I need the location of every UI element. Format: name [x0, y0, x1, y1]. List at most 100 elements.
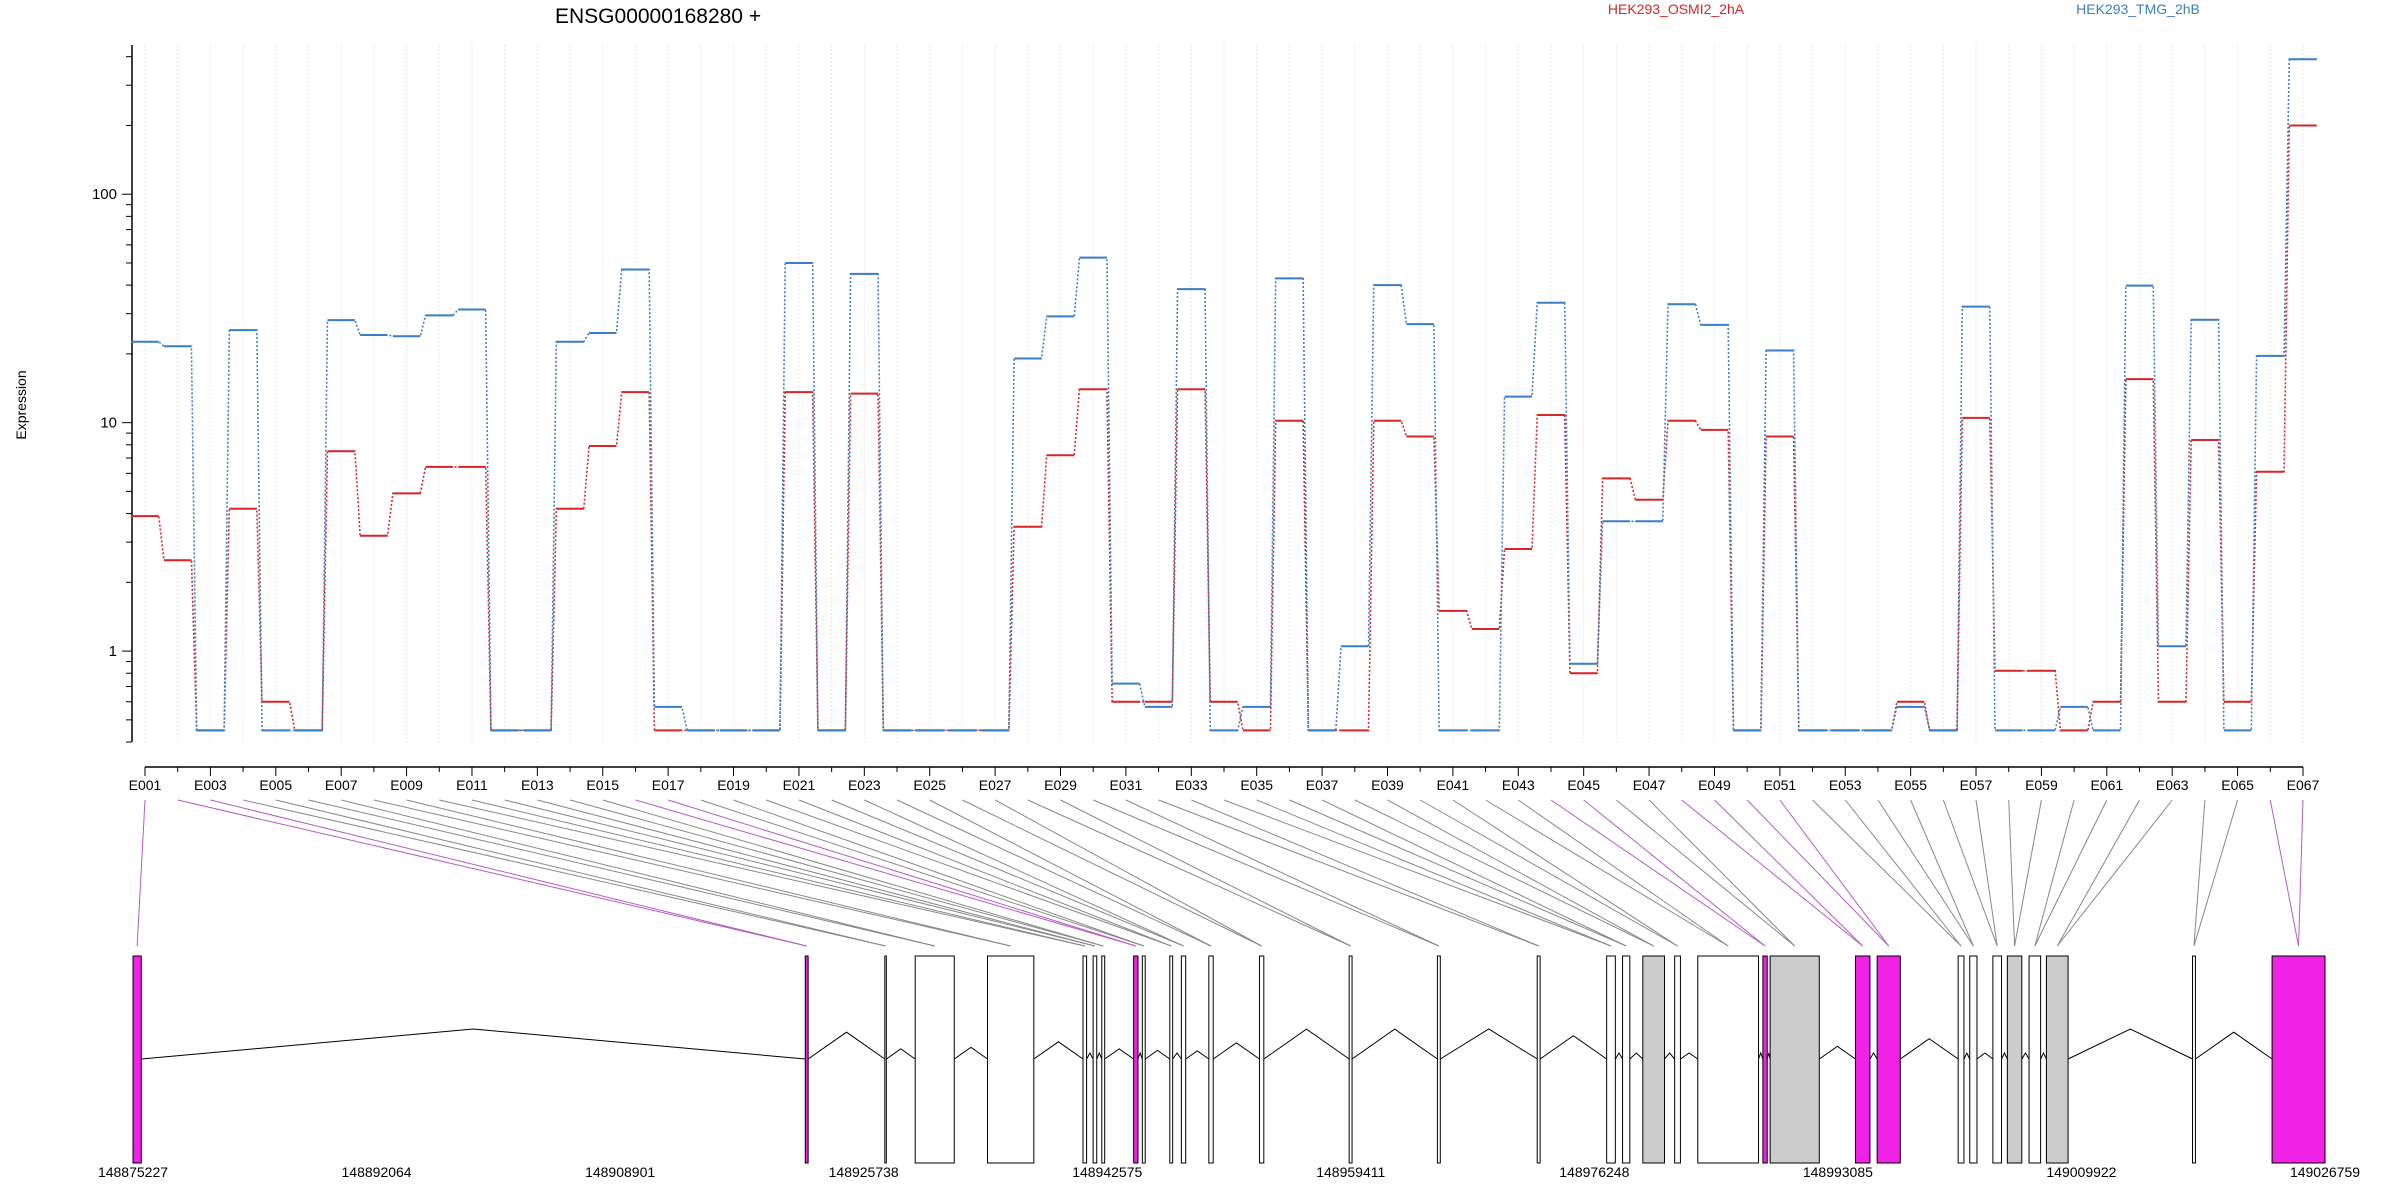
genomic-coordinate-label: 148875227 — [98, 1164, 168, 1180]
exon-connector — [136, 799, 146, 947]
y-tick-label: 10 — [100, 415, 117, 432]
x-tick-label: E049 — [1698, 777, 1731, 793]
exon-box — [2192, 955, 2196, 1164]
exon-connector — [1191, 799, 1539, 947]
axis-layer: 1 10 100 E001 E003 E005 E007 E009 E011 E013 E015 E0… — [92, 45, 2320, 793]
exon-box — [1141, 955, 1146, 1164]
exon-connector — [2298, 799, 2304, 947]
exon-connector — [537, 799, 1096, 947]
exon-connector — [2014, 799, 2042, 947]
intron — [2021, 1052, 2030, 1060]
exon-connector — [504, 799, 1096, 947]
y-axis-label: Expression — [13, 370, 29, 439]
intron — [1144, 1049, 1171, 1060]
legend-series-b: HEK293_TMG_2hB — [2076, 1, 2200, 17]
x-tick-label: E061 — [2090, 777, 2123, 793]
x-tick-label: E047 — [1633, 777, 1666, 793]
x-tick-label: E067 — [2287, 777, 2320, 793]
x-tick-label: E021 — [783, 777, 816, 793]
x-tick-label: E011 — [456, 777, 488, 793]
exon-box — [1082, 955, 1088, 1164]
exon-connector — [1942, 799, 1998, 947]
exon-connector — [2008, 799, 2016, 947]
exon-connector — [2269, 799, 2300, 947]
genomic-coordinate-label: 149009922 — [2046, 1164, 2116, 1180]
x-tick-label: E029 — [1044, 777, 1077, 793]
exon-box — [2006, 955, 2023, 1164]
exon-connector — [1419, 799, 1678, 947]
exon-connector — [210, 799, 807, 947]
exon-box — [1169, 955, 1174, 1164]
intron — [1819, 1045, 1856, 1060]
x-tick-label: E009 — [390, 777, 423, 793]
exon-connector — [1289, 799, 1627, 947]
x-tick-label: E051 — [1763, 777, 1796, 793]
exon-connector — [471, 799, 1085, 947]
series-b — [131, 58, 2317, 732]
intron — [1900, 1038, 1959, 1060]
x-tick-label: E015 — [586, 777, 619, 793]
x-tick-label: E007 — [325, 777, 358, 793]
exon-connector — [962, 799, 1262, 947]
exon-connector — [1485, 799, 1729, 947]
intron — [953, 1046, 988, 1060]
intron — [1440, 1028, 1538, 1060]
intron — [141, 1028, 806, 1060]
intron — [2067, 1028, 2193, 1060]
intron — [1033, 1041, 1084, 1060]
exon-connector — [1877, 799, 1974, 947]
intron — [2040, 1051, 2047, 1060]
genomic-coordinate-label: 148908901 — [585, 1164, 655, 1180]
x-tick-label: E019 — [717, 777, 750, 793]
exon-connector — [2034, 799, 2075, 947]
exon-connector — [1060, 799, 1351, 947]
x-tick-label: E035 — [1240, 777, 1273, 793]
exon-connector — [1616, 799, 1796, 947]
exon-connector — [602, 799, 1104, 947]
exon-box — [1536, 955, 1541, 1164]
exon-connector — [1387, 799, 1654, 947]
exon-connector — [798, 799, 1172, 947]
exon-connector — [341, 799, 935, 947]
exon-box — [1769, 955, 1820, 1164]
x-tick-label: E045 — [1567, 777, 1600, 793]
exon-box — [1258, 955, 1265, 1164]
exon-box — [987, 955, 1035, 1164]
x-tick-label: E001 — [129, 777, 162, 793]
exon-connector — [406, 799, 1011, 947]
exon-connector — [2056, 799, 2140, 947]
intron — [1614, 1052, 1623, 1060]
exon-connector — [275, 799, 886, 947]
exon-connector — [733, 799, 1144, 947]
x-tick-label: E027 — [979, 777, 1012, 793]
exon-box — [1674, 955, 1681, 1164]
exon-box — [1101, 955, 1106, 1164]
series-line — [131, 124, 2317, 732]
exon-box — [1133, 955, 1139, 1164]
exon-box — [1762, 955, 1768, 1164]
intron — [1096, 1051, 1103, 1060]
x-tick-label: E041 — [1437, 777, 1470, 793]
exon-box — [1642, 955, 1666, 1164]
exon-connector — [1681, 799, 1864, 947]
exon-box — [1092, 955, 1098, 1164]
x-tick-label: E065 — [2221, 777, 2254, 793]
genomic-coordinate-label: 149026759 — [2290, 1164, 2360, 1180]
exon-connector — [994, 799, 1262, 947]
exon-connector — [1517, 799, 1729, 947]
intron — [1263, 1028, 1350, 1060]
intron — [1629, 1052, 1644, 1060]
intron — [886, 1048, 916, 1060]
exon-connector — [896, 799, 1212, 947]
intron — [1963, 1051, 1971, 1060]
exon-connector — [308, 799, 935, 947]
exon-connector — [1223, 799, 1612, 947]
legend-series-a: HEK293_OSMI2_2hA — [1608, 1, 1745, 17]
exon-box — [1697, 955, 1760, 1164]
exon-connector — [2193, 799, 2206, 947]
intron — [1664, 1052, 1676, 1060]
exon-connector — [1844, 799, 1962, 947]
y-tick-label: 100 — [92, 186, 117, 203]
genomic-coordinate-label: 148959411 — [1316, 1164, 1385, 1180]
